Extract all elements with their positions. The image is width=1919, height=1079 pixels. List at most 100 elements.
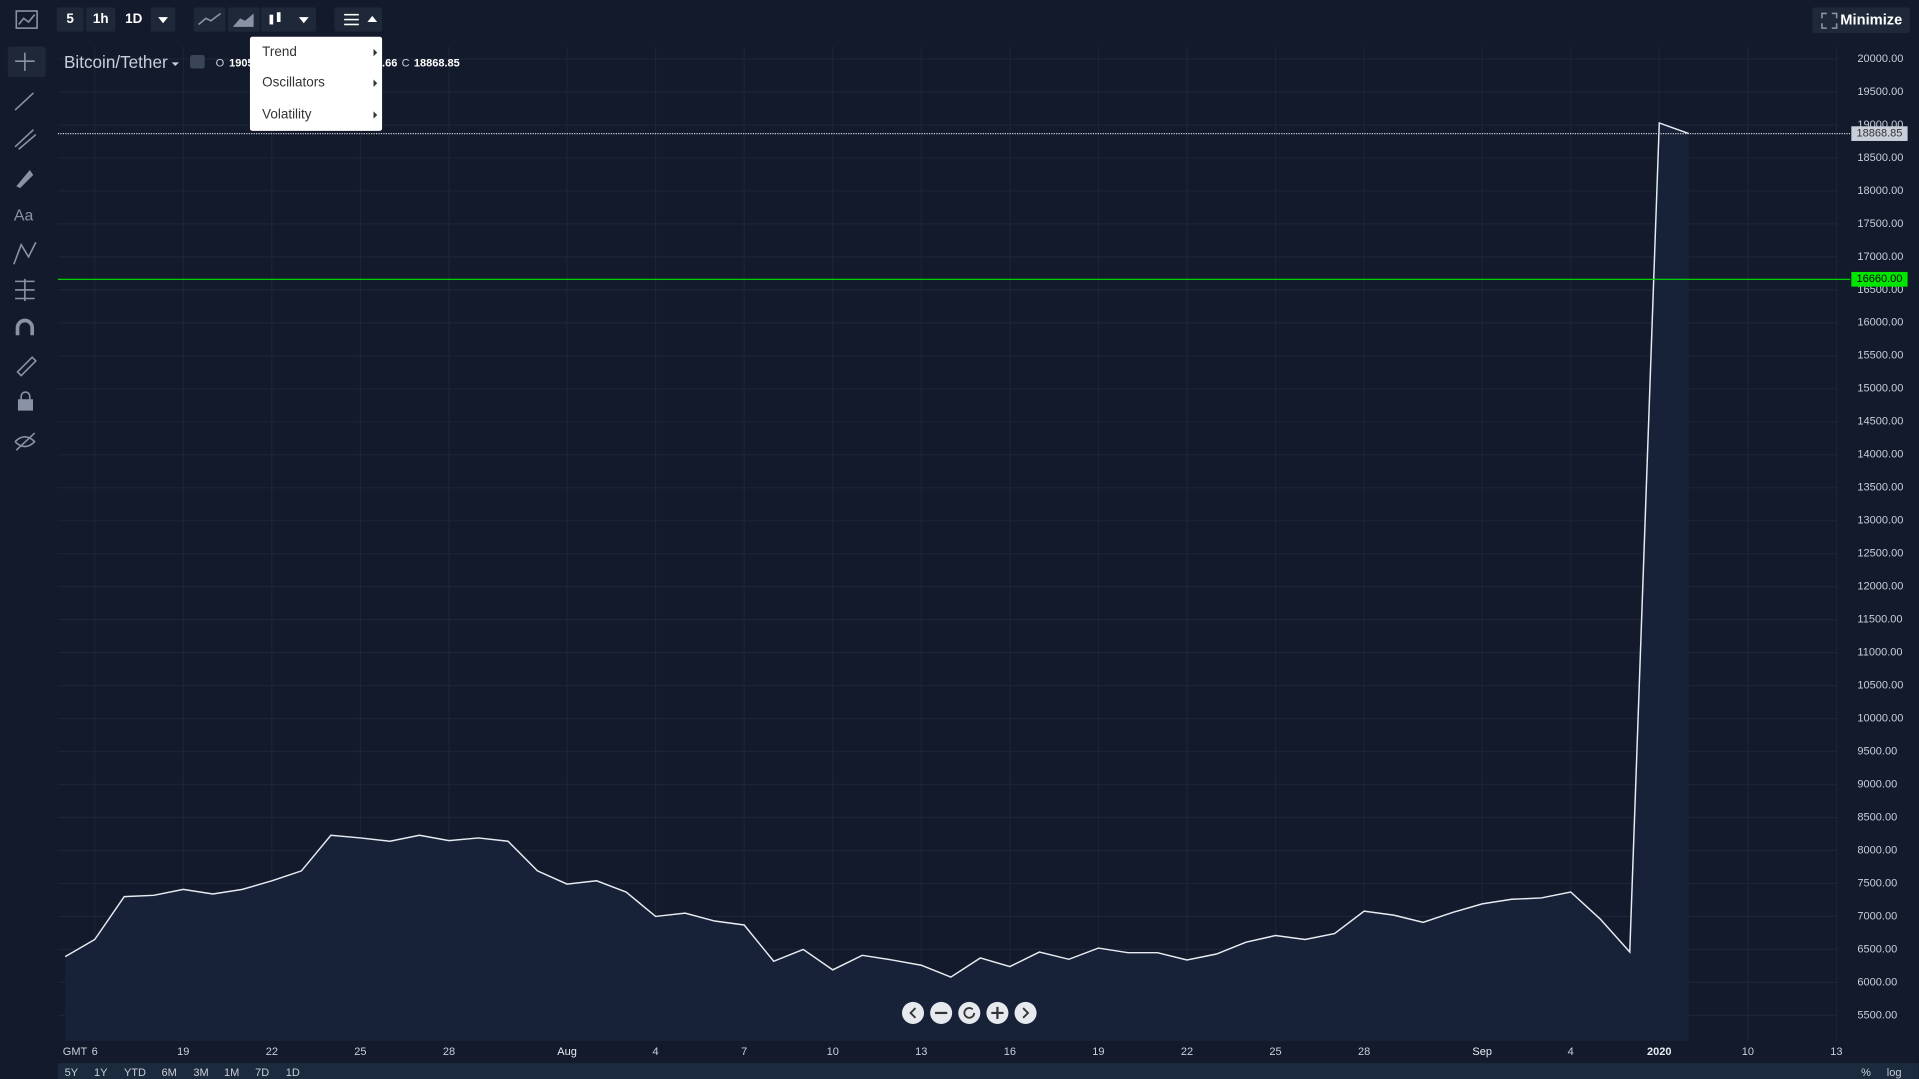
x-tick-label: 19 [177,1046,189,1058]
range-button[interactable]: 3M [193,1067,208,1079]
menu-item[interactable]: Trend [262,44,297,59]
ohlc-label: C [402,58,410,70]
range-buttons: 5Y 1Y YTD 6M 3M 1M 7D 1D [65,1067,300,1079]
y-tick-label: 9500.00 [1857,745,1897,757]
menu-panel [249,36,383,131]
area-type-btn[interactable] [227,7,260,32]
y-tick-label: 14500.00 [1857,416,1903,428]
trendline-tool[interactable] [14,92,34,111]
brush-tool[interactable] [16,169,34,189]
eye-icon[interactable] [190,55,205,69]
interval-btn[interactable] [56,7,84,32]
magnet-tool[interactable] [15,318,35,336]
text-tool[interactable]: Aa [14,208,34,225]
y-tick-label: 16500.00 [1857,284,1903,296]
y-tick-label: 15500.00 [1857,350,1903,362]
chart-icon [15,10,38,29]
plot: 5500.00 6000.00 6500.00 7000.00 7500.00 8000.… [57,46,1908,1058]
range-button[interactable]: 1M [224,1067,239,1079]
scroll-left[interactable] [902,1001,925,1024]
ohlc-value: 1905 [229,58,253,70]
fib-tool[interactable] [14,129,37,150]
x-tick-label: 28 [1358,1046,1370,1058]
range-button[interactable]: 7D [255,1067,269,1079]
x-tick-label: 22 [266,1046,278,1058]
y-tick-label: 8000.00 [1857,844,1897,856]
y-tick-label: 11000.00 [1857,647,1902,659]
arrow [909,1007,917,1019]
y-tick-label: 18000.00 [1857,185,1903,197]
y-tick-label: 17000.00 [1857,251,1903,263]
interval-btn[interactable] [119,7,149,32]
percent-toggle[interactable]: % [1861,1067,1871,1079]
x-tick-label: 4 [653,1046,659,1058]
range-button[interactable]: 6M [162,1067,177,1079]
caret [298,17,309,24]
x-tick-label: 28 [443,1046,455,1058]
ohlc-value: 18868.85 [414,58,460,70]
y-tick-label: 19500.00 [1857,86,1903,98]
y-tick-label: 9000.00 [1857,778,1897,790]
nav-controls [902,1001,1037,1024]
symbol[interactable]: Bitcoin/Tether [64,53,168,72]
interval-btn[interactable] [86,7,116,32]
interval-label: 5 [66,11,74,26]
range-bar [57,1063,1919,1079]
x-tick-label: 13 [1830,1046,1842,1058]
candle-icon [269,12,281,25]
hline-label: 16660.00 [1857,273,1903,285]
y-tick-label: 7500.00 [1857,877,1897,889]
pattern-tool[interactable] [13,241,37,265]
y-tick-label: 7000.00 [1857,910,1897,922]
toolbar: 5 1h 1D Minimize [15,7,1911,34]
y-tick-label: 14000.00 [1857,449,1903,461]
y-tick-label: 12000.00 [1857,581,1903,593]
menu-item[interactable]: Volatility [262,107,312,122]
minimize-icon [1821,12,1838,29]
ruler-tool[interactable] [16,356,37,377]
line-icon [198,12,222,26]
y-tick-label: 13500.00 [1857,482,1903,494]
reset[interactable] [958,1001,981,1024]
caret [158,17,168,24]
lock-shackle [20,391,31,401]
range-button[interactable]: 5Y [65,1067,79,1079]
arrow [1022,1007,1030,1019]
x-tick-label: 25 [1269,1046,1281,1058]
x-tick-label: 2020 [1647,1046,1671,1058]
ohlc-label: O [216,58,225,70]
candle-type-btn[interactable] [260,7,317,32]
last-price-label: 18868.85 [1857,128,1903,140]
log-toggle[interactable]: log [1887,1067,1902,1079]
x-tick-label: 19 [1092,1046,1104,1058]
range-button[interactable]: YTD [124,1067,146,1079]
y-tick-label: 10500.00 [1857,679,1903,691]
range-button[interactable]: 1D [286,1067,300,1079]
y-tick-label: 5500.00 [1857,1009,1897,1021]
last-price-tag [1851,126,1908,141]
lock-tool[interactable] [17,399,33,411]
range-button[interactable]: 1Y [94,1067,108,1079]
x-tick-label: 13 [915,1046,927,1058]
indicator-menu: Trend Oscillators Volatility [249,36,383,131]
menu-item[interactable]: Oscillators [262,75,325,90]
y-tick-label: 10000.00 [1857,712,1903,724]
x-tick-label: 6 [92,1046,98,1058]
minimize-label: Minimize [1840,13,1902,29]
measure-tool[interactable] [15,278,35,301]
x-tick-label: 25 [354,1046,366,1058]
hline-tag [1851,271,1908,287]
hide-tool[interactable] [14,432,36,451]
x-axis-label: GMT [63,1046,88,1058]
area-icon [232,13,254,27]
interval-label: 1D [125,11,142,26]
x-tick-label: 10 [827,1046,839,1058]
x-tick-label: 16 [1004,1046,1016,1058]
x-tick-label: Aug [557,1046,577,1058]
x-tick-label: 7 [741,1046,747,1058]
x-tick-label: 4 [1568,1046,1574,1058]
scroll-right[interactable] [1014,1001,1037,1024]
price-line [64,121,1690,978]
ohlc-value: .66 [382,58,397,70]
